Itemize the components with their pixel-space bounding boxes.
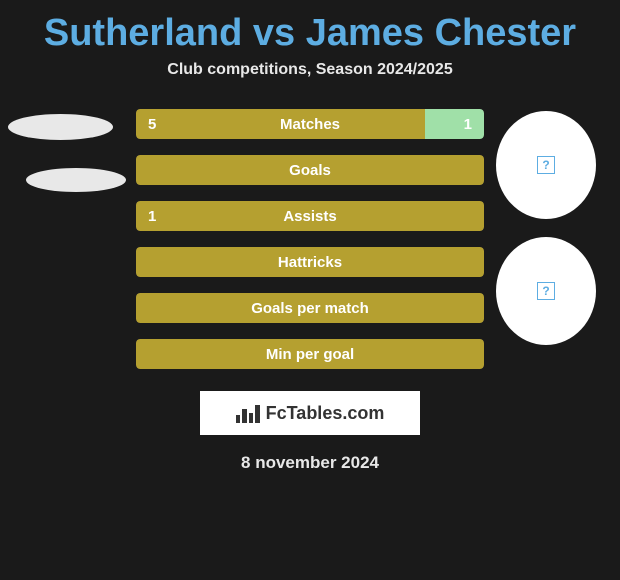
logo-chart-icon	[236, 403, 260, 423]
bar-label: Min per goal	[136, 346, 484, 363]
page-subtitle: Club competitions, Season 2024/2025	[0, 61, 620, 109]
stat-bar-min-per-goal: Min per goal	[136, 339, 484, 369]
bar-label: Assists	[136, 208, 484, 225]
logo-text: FcTables.com	[266, 403, 385, 424]
stat-bar-assists: 1Assists	[136, 201, 484, 231]
avatar-circle-1: ?	[496, 111, 596, 219]
stat-bar-matches: 51Matches	[136, 109, 484, 139]
bar-label: Matches	[136, 116, 484, 133]
comparison-area: 51Matches Goals 1Assists Hattricks Goals per…	[0, 109, 620, 385]
stat-bar-hattricks: Hattricks	[136, 247, 484, 277]
bar-label: Hattricks	[136, 254, 484, 271]
player-right-avatars: ? ?	[492, 109, 612, 345]
player-left-avatars	[8, 109, 128, 192]
question-icon: ?	[537, 282, 555, 300]
page-title: Sutherland vs James Chester	[0, 0, 620, 61]
stat-bar-goals: Goals	[136, 155, 484, 185]
question-icon: ?	[537, 156, 555, 174]
avatar-ellipse-1	[8, 114, 113, 140]
stat-bar-goals-per-match: Goals per match	[136, 293, 484, 323]
date-line: 8 november 2024	[0, 453, 620, 473]
avatar-ellipse-2	[26, 168, 126, 192]
stat-bars: 51Matches Goals 1Assists Hattricks Goals per…	[128, 109, 492, 385]
logo-box: FcTables.com	[200, 391, 420, 435]
bar-label: Goals per match	[136, 300, 484, 317]
bar-label: Goals	[136, 162, 484, 179]
avatar-circle-2: ?	[496, 237, 596, 345]
